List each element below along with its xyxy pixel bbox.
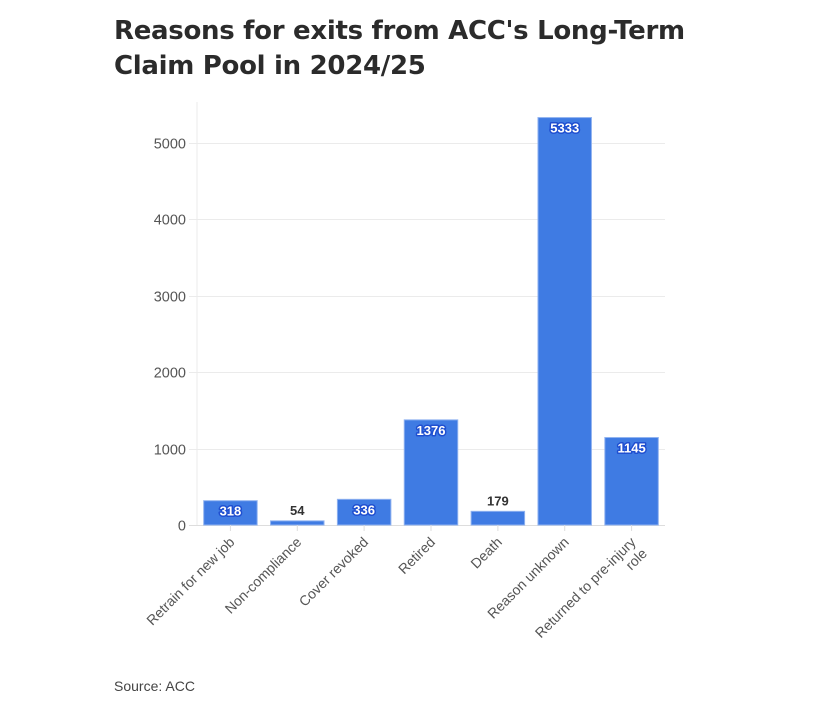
x-tick-label: Retired bbox=[395, 534, 438, 577]
data-label: 1145 bbox=[617, 441, 645, 456]
y-axis: 0 1000 2000 3000 4000 5000 bbox=[154, 102, 198, 535]
data-label: 179 bbox=[487, 493, 509, 508]
bar bbox=[470, 510, 526, 526]
bar bbox=[203, 500, 258, 526]
y-tick-label: 0 bbox=[178, 519, 186, 535]
y-tick-label: 4000 bbox=[154, 213, 186, 229]
data-label: 318 bbox=[220, 504, 242, 519]
y-tick-label: 3000 bbox=[154, 290, 186, 306]
x-tick-label-group: Death bbox=[467, 534, 505, 572]
y-tick-label: 5000 bbox=[154, 137, 186, 153]
data-label: 336 bbox=[353, 502, 375, 517]
data-labels: 318 54 336 1376 179 5333 1145 bbox=[218, 119, 647, 520]
x-tick-label-group: Cover revoked bbox=[296, 534, 372, 610]
bar bbox=[270, 520, 325, 526]
y-tick-label: 2000 bbox=[154, 366, 186, 382]
x-tick-label: Retrain for new job bbox=[143, 534, 238, 629]
bar bbox=[537, 117, 592, 526]
x-tick-label-group: Retrain for new job bbox=[143, 534, 238, 629]
y-tick-label: 1000 bbox=[154, 443, 186, 459]
x-tick-label-group: Retired bbox=[395, 534, 438, 577]
chart-title: Reasons for exits from ACC's Long-Term C… bbox=[114, 16, 685, 81]
source-note: Source: ACC bbox=[114, 678, 195, 694]
bars bbox=[203, 117, 659, 526]
bar bbox=[403, 419, 459, 526]
x-tick-label: Death bbox=[467, 534, 505, 572]
data-label: 1376 bbox=[417, 423, 446, 438]
data-label: 5333 bbox=[550, 121, 579, 136]
x-tick-label: Cover revoked bbox=[296, 534, 372, 610]
data-label: 54 bbox=[290, 503, 305, 518]
